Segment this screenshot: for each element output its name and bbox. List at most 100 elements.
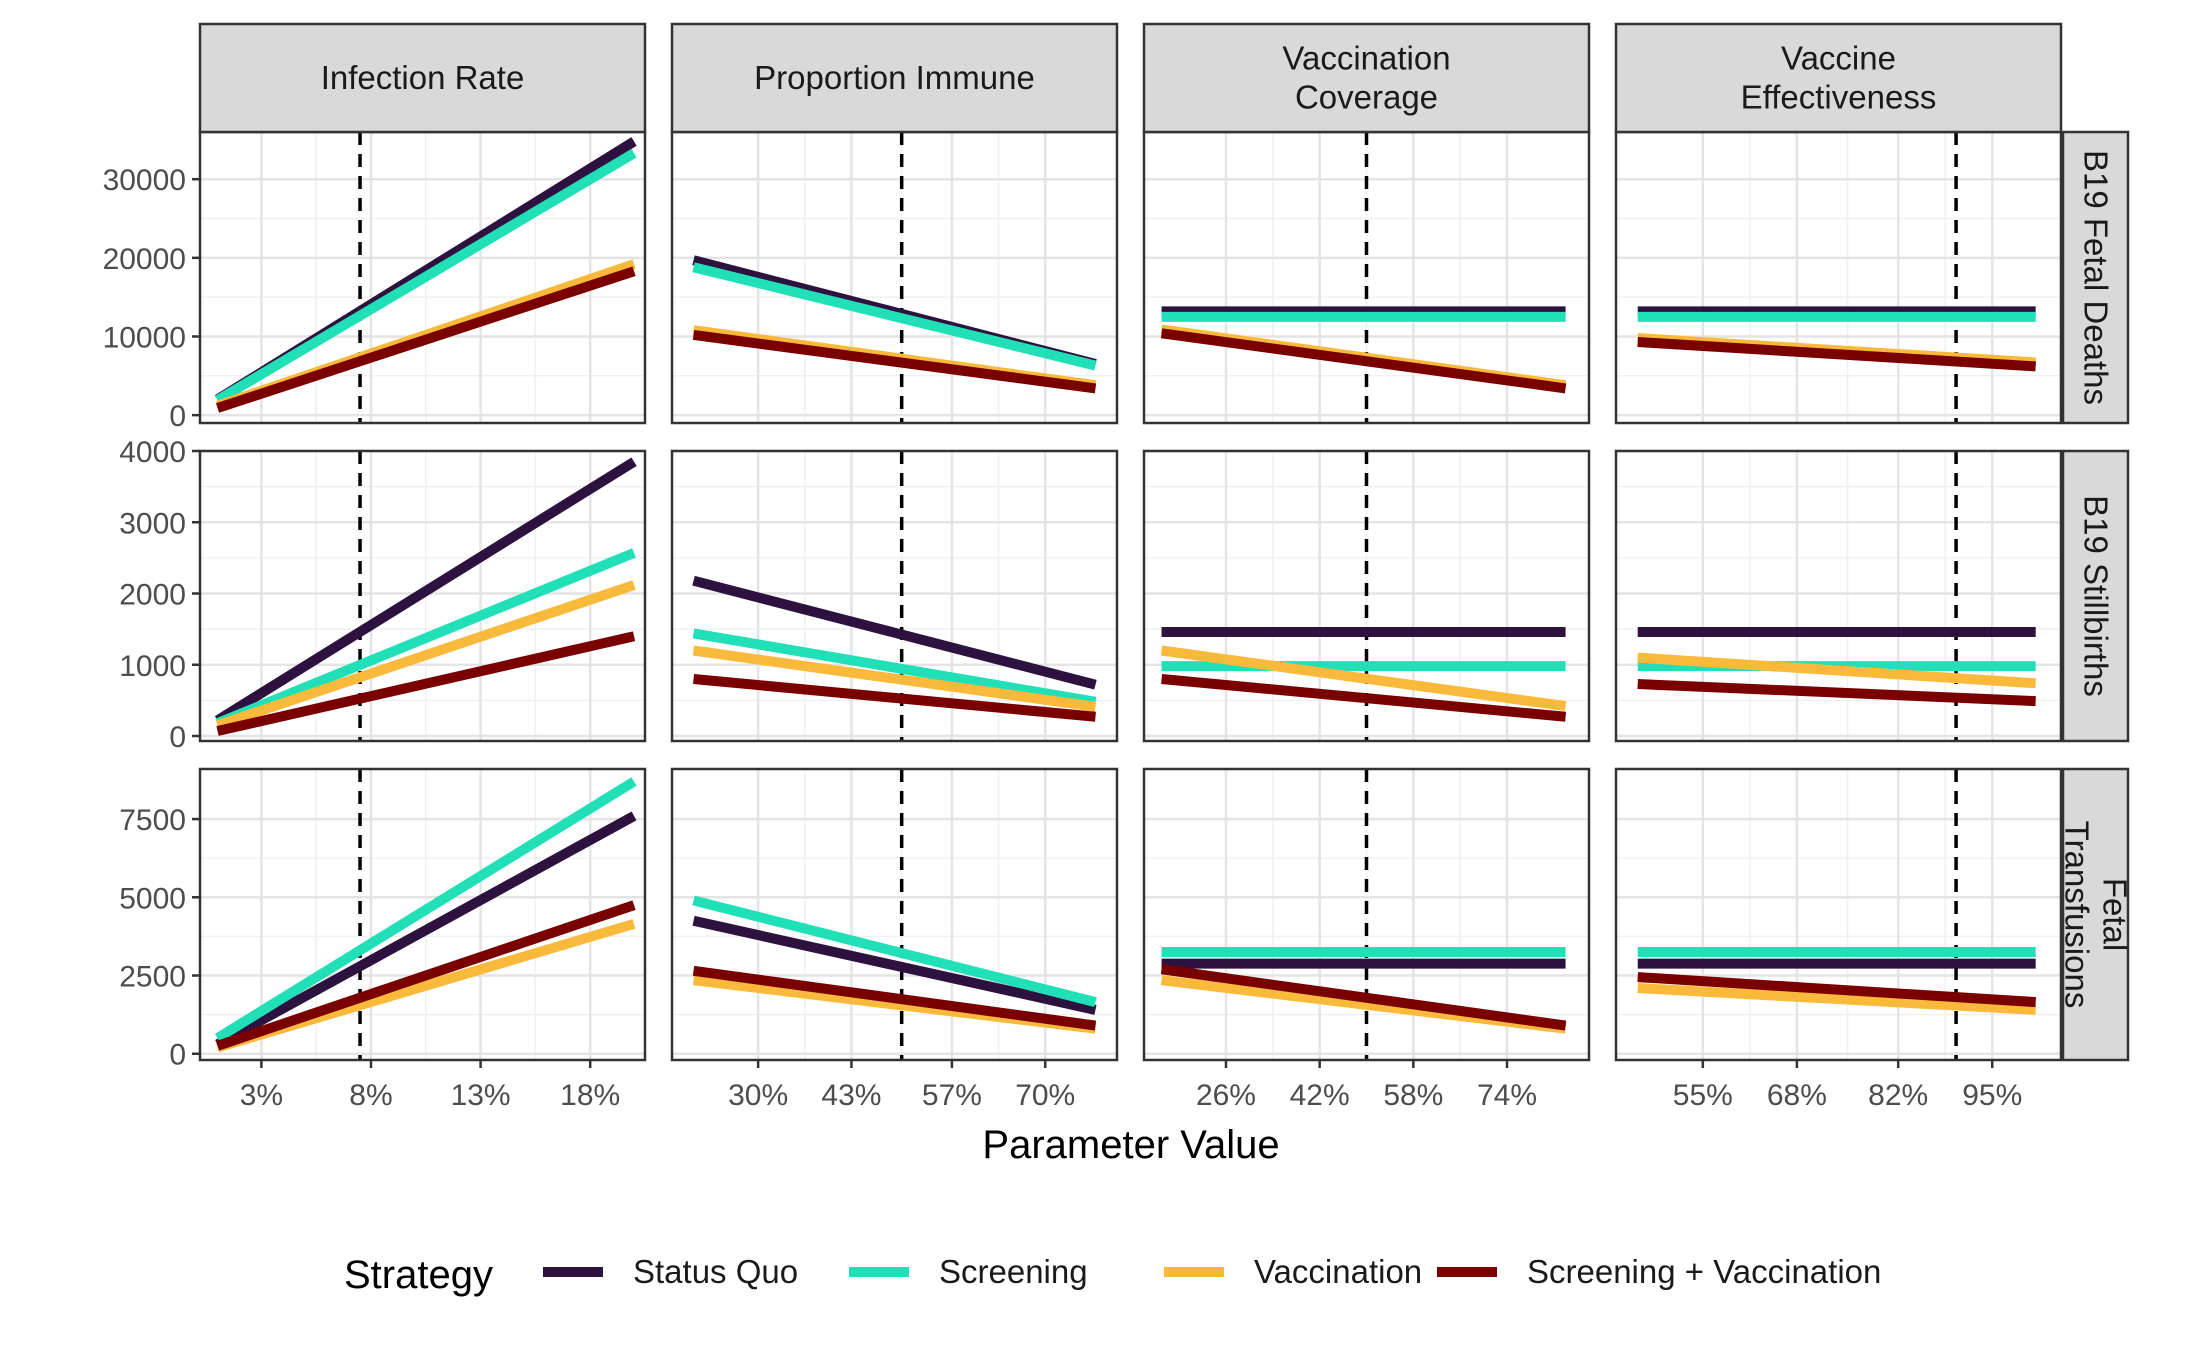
x-tick-label: 26% [1196,1079,1256,1112]
panel-b19-fetal-deaths-vaccine-effectiveness [1614,130,2063,425]
series-line-screening-vaccination [1160,328,1567,394]
x-tick-label: 58% [1383,1079,1443,1112]
x-tick-label: 8% [349,1079,392,1112]
legend-label-status-quo: Status Quo [633,1253,798,1290]
legend-title: Strategy [344,1253,493,1297]
series-line-status-quo [214,457,637,725]
series-line-screening-vaccination [692,329,1097,394]
y-tick-label: 0 [169,1039,186,1072]
column-strip-background [1142,22,1591,134]
series-line-status-quo [692,915,1097,1015]
column-strip-proportion-immune: Proportion Immune [670,22,1119,134]
panel-fetal-transfusions-proportion-immune [670,767,1119,1062]
panel-b19-fetal-deaths-vaccination-coverage [1142,130,1591,425]
x-tick-label: 55% [1673,1079,1733,1112]
legend-item-screening: Screening [849,1253,1088,1290]
panel-fetal-transfusions-infection-rate [198,767,647,1062]
series-line-screening [214,148,637,405]
panel-border [1614,767,2063,1062]
y-tick-label: 20000 [103,243,186,276]
series-line-screening-vaccination [692,965,1097,1031]
y-tick-label: 0 [169,400,186,433]
axes-layer: 0 10000 20000 30000 0 1000 2000 3000 4000 3% 8% 13%… [103,164,2023,1112]
row-strip-label: B19 Stillbirths [2078,495,2115,697]
column-strip-background [670,22,1119,134]
legend-item-status-quo: Status Quo [543,1253,798,1290]
panel-fetal-transfusions-vaccine-effectiveness [1614,767,2063,1062]
y-tick-label: 1000 [119,650,186,683]
series-line-vaccination [1637,652,2036,689]
series-line-screening-vaccination [1637,972,2036,1008]
row-strip-b19-fetal-deaths: B19 Fetal Deaths [2061,130,2130,425]
row-strip-fetal-transfusions: FetalTransfusions [2059,767,2134,1062]
series-line-screening [215,548,636,728]
row-strip-b19-stillbirths: B19 Stillbirths [2061,449,2130,743]
panels-layer [198,130,2063,1062]
panel-fetal-transfusions-vaccination-coverage [1142,767,1591,1062]
series-line-vaccination [215,580,636,731]
column-strip-label: Proportion Immune [754,59,1035,96]
y-tick-label: 30000 [103,164,186,197]
legend-label-screening: Screening [939,1253,1088,1290]
row-strip-background [2061,449,2130,743]
panel-border [1142,449,1591,743]
column-strip-infection-rate: Infection Rate [198,22,647,134]
panel-b19-stillbirths-vaccine-effectiveness [1614,449,2063,743]
panel-border [198,767,647,1062]
x-tick-label: 18% [560,1079,620,1112]
x-tick-label: 82% [1868,1079,1928,1112]
series-line-screening-vaccination [1160,964,1567,1031]
y-tick-label: 2000 [119,579,186,612]
series-line-vaccination [692,645,1097,712]
series-line-screening [214,777,637,1043]
y-tick-label: 7500 [119,804,186,837]
legend-item-vaccination: Vaccination [1164,1253,1422,1290]
facet-strips: B19 Fetal Deaths B19 Stillbirths FetalTran… [198,22,2134,1062]
panel-b19-stillbirths-vaccination-coverage [1142,449,1591,743]
panel-b19-fetal-deaths-infection-rate [198,130,647,425]
column-strip-background [1614,22,2063,134]
legend-item-screening-vaccination: Screening + Vaccination [1437,1253,1881,1290]
column-strip-vaccine-effectiveness: Vaccine Effectiveness [1614,22,2063,134]
panel-border [198,449,647,743]
panel-border [1614,449,2063,743]
x-tick-label: 43% [821,1079,881,1112]
x-tick-label: 95% [1962,1079,2022,1112]
row-strip-background [2061,130,2130,425]
y-tick-label: 3000 [119,507,186,540]
panel-b19-stillbirths-infection-rate [198,449,647,743]
panel-b19-fetal-deaths-proportion-immune [670,130,1119,425]
series-line-status-quo [692,575,1097,690]
x-tick-label: 68% [1767,1079,1827,1112]
row-strip-background [2061,767,2130,1062]
panel-border [1142,767,1591,1062]
series-line-screening-vaccination [215,900,636,1051]
column-strip-label: Vaccination Coverage [1282,40,1450,116]
y-tick-label: 10000 [103,321,186,354]
x-tick-label: 3% [240,1079,283,1112]
x-tick-label: 70% [1015,1079,1075,1112]
series-line-screening [692,895,1097,1007]
x-tick-label: 42% [1290,1079,1350,1112]
panel-border [670,767,1119,1062]
series-line-screening-vaccination [216,631,636,736]
series-line-screening-vaccination [693,674,1096,722]
x-axis-title: Parameter Value [982,1123,1279,1167]
panel-border [670,449,1119,743]
y-tick-label: 0 [169,721,186,754]
series-line-vaccination [1637,983,2036,1015]
panel-border [1614,130,2063,425]
row-strip-label: FetalTransfusions [2059,821,2134,1009]
y-tick-label: 4000 [119,436,186,469]
series-line-screening-vaccination [1161,674,1567,722]
y-tick-label: 2500 [119,961,186,994]
column-strip-label: Infection Rate [321,59,525,96]
x-tick-label: 57% [922,1079,982,1112]
x-tick-label: 74% [1477,1079,1537,1112]
column-strip-background [198,22,647,134]
series-line-status-quo [215,811,637,1049]
x-tick-label: 13% [451,1079,511,1112]
series-line-screening-vaccination [1637,679,2036,707]
column-strip-vaccination-coverage: Vaccination Coverage [1142,22,1591,134]
